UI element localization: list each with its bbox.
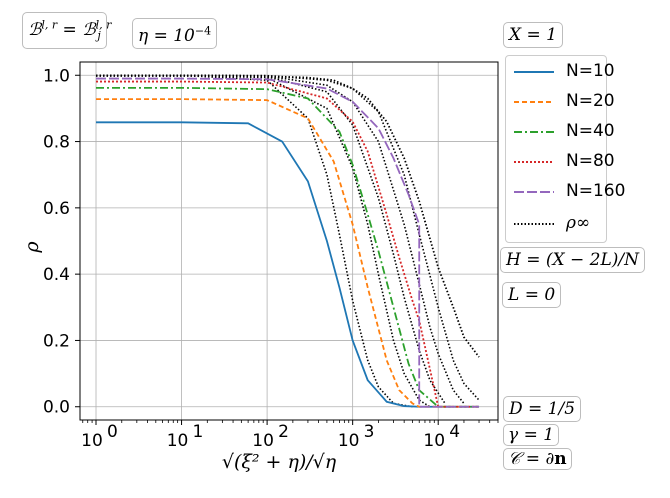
d-annotation: D = 1/5: [503, 396, 582, 422]
reference-dotted-line: [96, 74, 413, 408]
series-line-N=80: [96, 80, 480, 408]
y-tick-label: 0.8: [43, 133, 70, 153]
legend-item-n40: N=40: [512, 121, 615, 142]
series-line-N=10: [96, 121, 480, 408]
reference-dotted-line: [96, 74, 465, 404]
series-lines: [96, 74, 480, 408]
reference-dotted-line: [96, 74, 446, 404]
eta-annotation: η = 10−4: [132, 18, 218, 49]
x-tick-exponent: 0: [107, 422, 118, 442]
h-annotation: H = (X − 2L)/N: [500, 247, 646, 273]
x-tick-exponent: 1: [193, 422, 204, 442]
y-tick-label: 1.0: [43, 66, 70, 86]
legend: N=10 N=20 N=40 N=80 N=160 ρ∞: [505, 55, 625, 243]
b-annotation: ℬl, r = ℬl, rj: [22, 12, 111, 50]
reference-dotted-line: [96, 74, 431, 408]
legend-label: N=20: [566, 91, 615, 111]
y-tick-label: 0.6: [43, 199, 70, 219]
legend-label: N=160: [566, 181, 626, 201]
legend-item-n160: N=160: [512, 181, 625, 202]
l-annotation: L = 0: [502, 282, 562, 308]
legend-item-n80: N=80: [512, 151, 615, 172]
x-tick-exponent: 3: [364, 422, 375, 442]
x-tick-label: 10: [167, 431, 189, 451]
x-tick-exponent: 2: [278, 422, 289, 442]
x-axis-label: √(ξ² + η)/√η: [222, 451, 337, 473]
c-annotation: 𝒞 = ∂n: [503, 448, 572, 470]
legend-label: ρ∞: [566, 213, 591, 233]
legend-item-n10: N=10: [512, 61, 615, 82]
y-tick-label: 0.2: [43, 331, 70, 351]
legend-item-n20: N=20: [512, 91, 615, 112]
x-annotation: X = 1: [503, 22, 563, 48]
plot-frame: [79, 61, 499, 421]
gamma-annotation: γ = 1: [503, 424, 560, 446]
x-tick-label: 10: [338, 431, 360, 451]
reference-dotted-line: [96, 74, 480, 401]
legend-label: N=80: [566, 151, 615, 171]
axis-ticks: 0.00.20.40.60.81.010 0 10 1 10 2 10 3 10 4: [43, 66, 499, 451]
series-line-ρ∞: [96, 75, 480, 358]
y-tick-label: 0.4: [43, 265, 70, 285]
x-tick-label: 10: [81, 431, 103, 451]
grid-lines: [80, 62, 498, 420]
y-axis-label: ρ: [21, 241, 43, 254]
legend-label: N=40: [566, 121, 615, 141]
x-tick-exponent: 4: [449, 422, 460, 442]
legend-label: N=10: [566, 61, 615, 81]
series-line-N=160: [96, 77, 480, 408]
legend-item-rho-inf: ρ∞: [512, 213, 604, 234]
x-tick-label: 10: [423, 431, 445, 451]
axis-labels: ρ √(ξ² + η)/√η: [21, 241, 337, 473]
x-tick-label: 10: [252, 431, 274, 451]
y-tick-label: 0.0: [43, 398, 70, 418]
series-line-N=20: [96, 98, 480, 408]
